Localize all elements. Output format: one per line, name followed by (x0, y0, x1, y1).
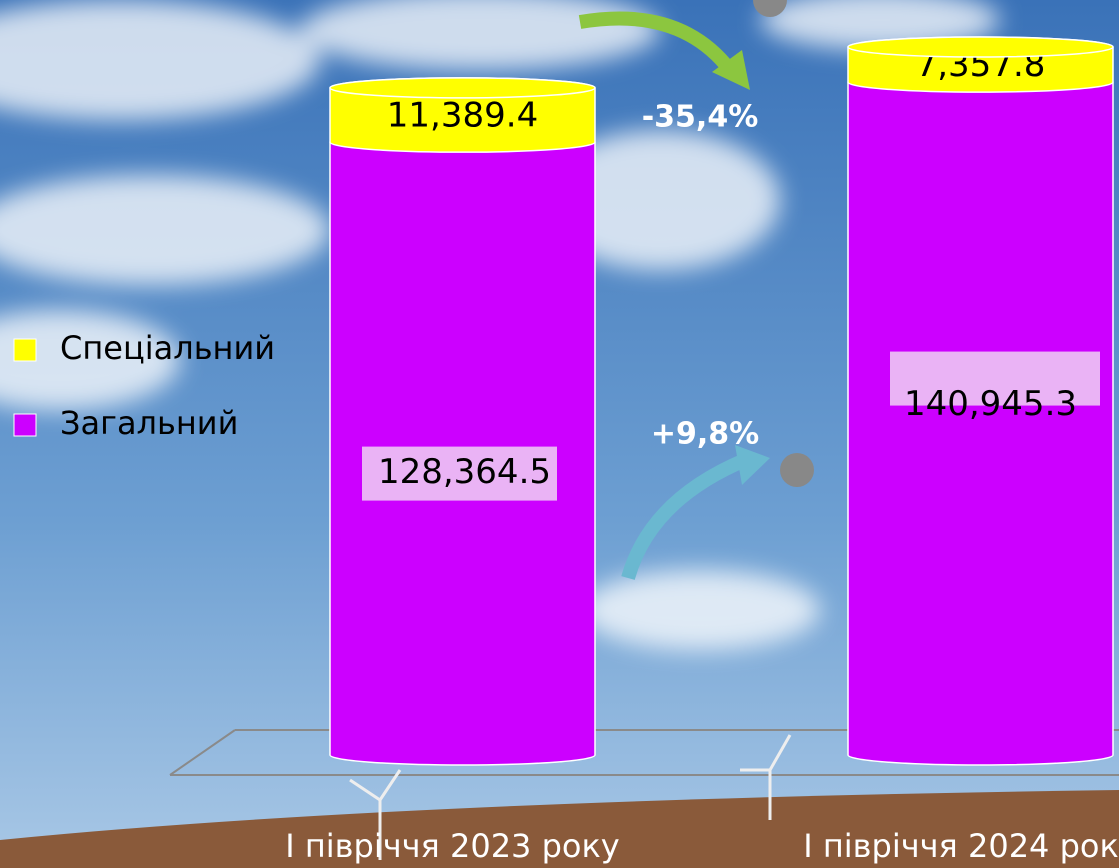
increase-arrow-head (735, 445, 770, 485)
x-tick-label: І півріччя 2023 року (285, 827, 619, 865)
turbines (349, 734, 792, 860)
marker-dot (753, 0, 787, 17)
legend-label: Спеціальний (60, 329, 275, 367)
decrease-arrow-head (712, 50, 750, 90)
legend-swatch (13, 413, 37, 437)
clouds (0, 0, 1000, 650)
value-label-box (362, 446, 557, 501)
bar-top (847, 36, 1114, 58)
ground (0, 790, 1119, 868)
value-label-box (890, 351, 1100, 406)
value-label: 140,945.3 (904, 384, 1077, 424)
increase-arrow (621, 453, 748, 580)
marker-dot (780, 453, 814, 487)
legend-label: Загальний (60, 404, 238, 442)
bar-top (329, 77, 596, 99)
annotation: -35,4% (642, 100, 759, 135)
x-tick-label: І півріччя 2024 року (803, 827, 1119, 865)
value-label: 11,389.4 (387, 96, 538, 136)
value-label: 128,364.5 (378, 452, 551, 492)
annotation: +9,8% (651, 417, 759, 452)
legend-swatch (13, 338, 37, 362)
decrease-arrow (578, 11, 736, 75)
